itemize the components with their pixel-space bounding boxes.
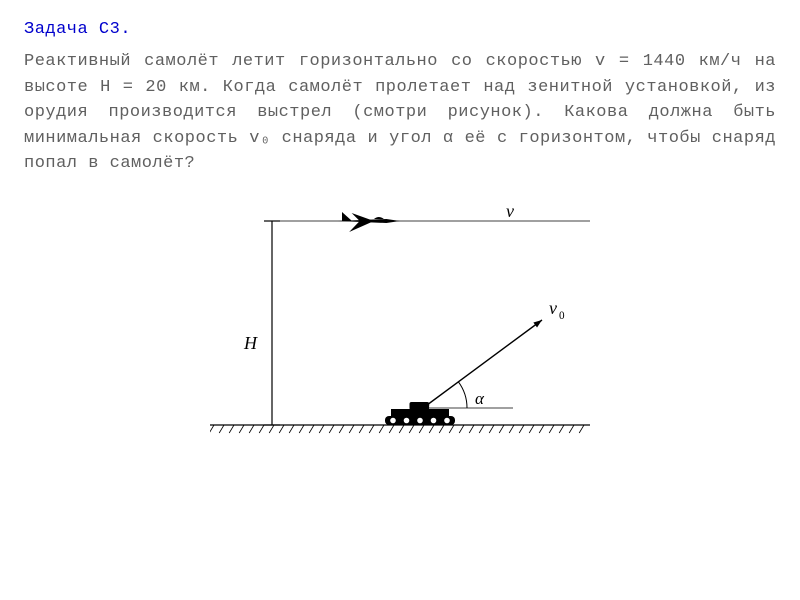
- svg-text:v: v: [549, 298, 558, 318]
- problem-text: Реактивный самолёт летит горизонтально с…: [24, 49, 776, 177]
- svg-text:α: α: [475, 389, 485, 408]
- problem-title: Задача С3.: [24, 20, 776, 39]
- svg-text:v: v: [506, 203, 515, 221]
- diagram: vv0Hα: [210, 203, 590, 443]
- svg-text:H: H: [243, 333, 258, 353]
- svg-text:0: 0: [559, 310, 565, 322]
